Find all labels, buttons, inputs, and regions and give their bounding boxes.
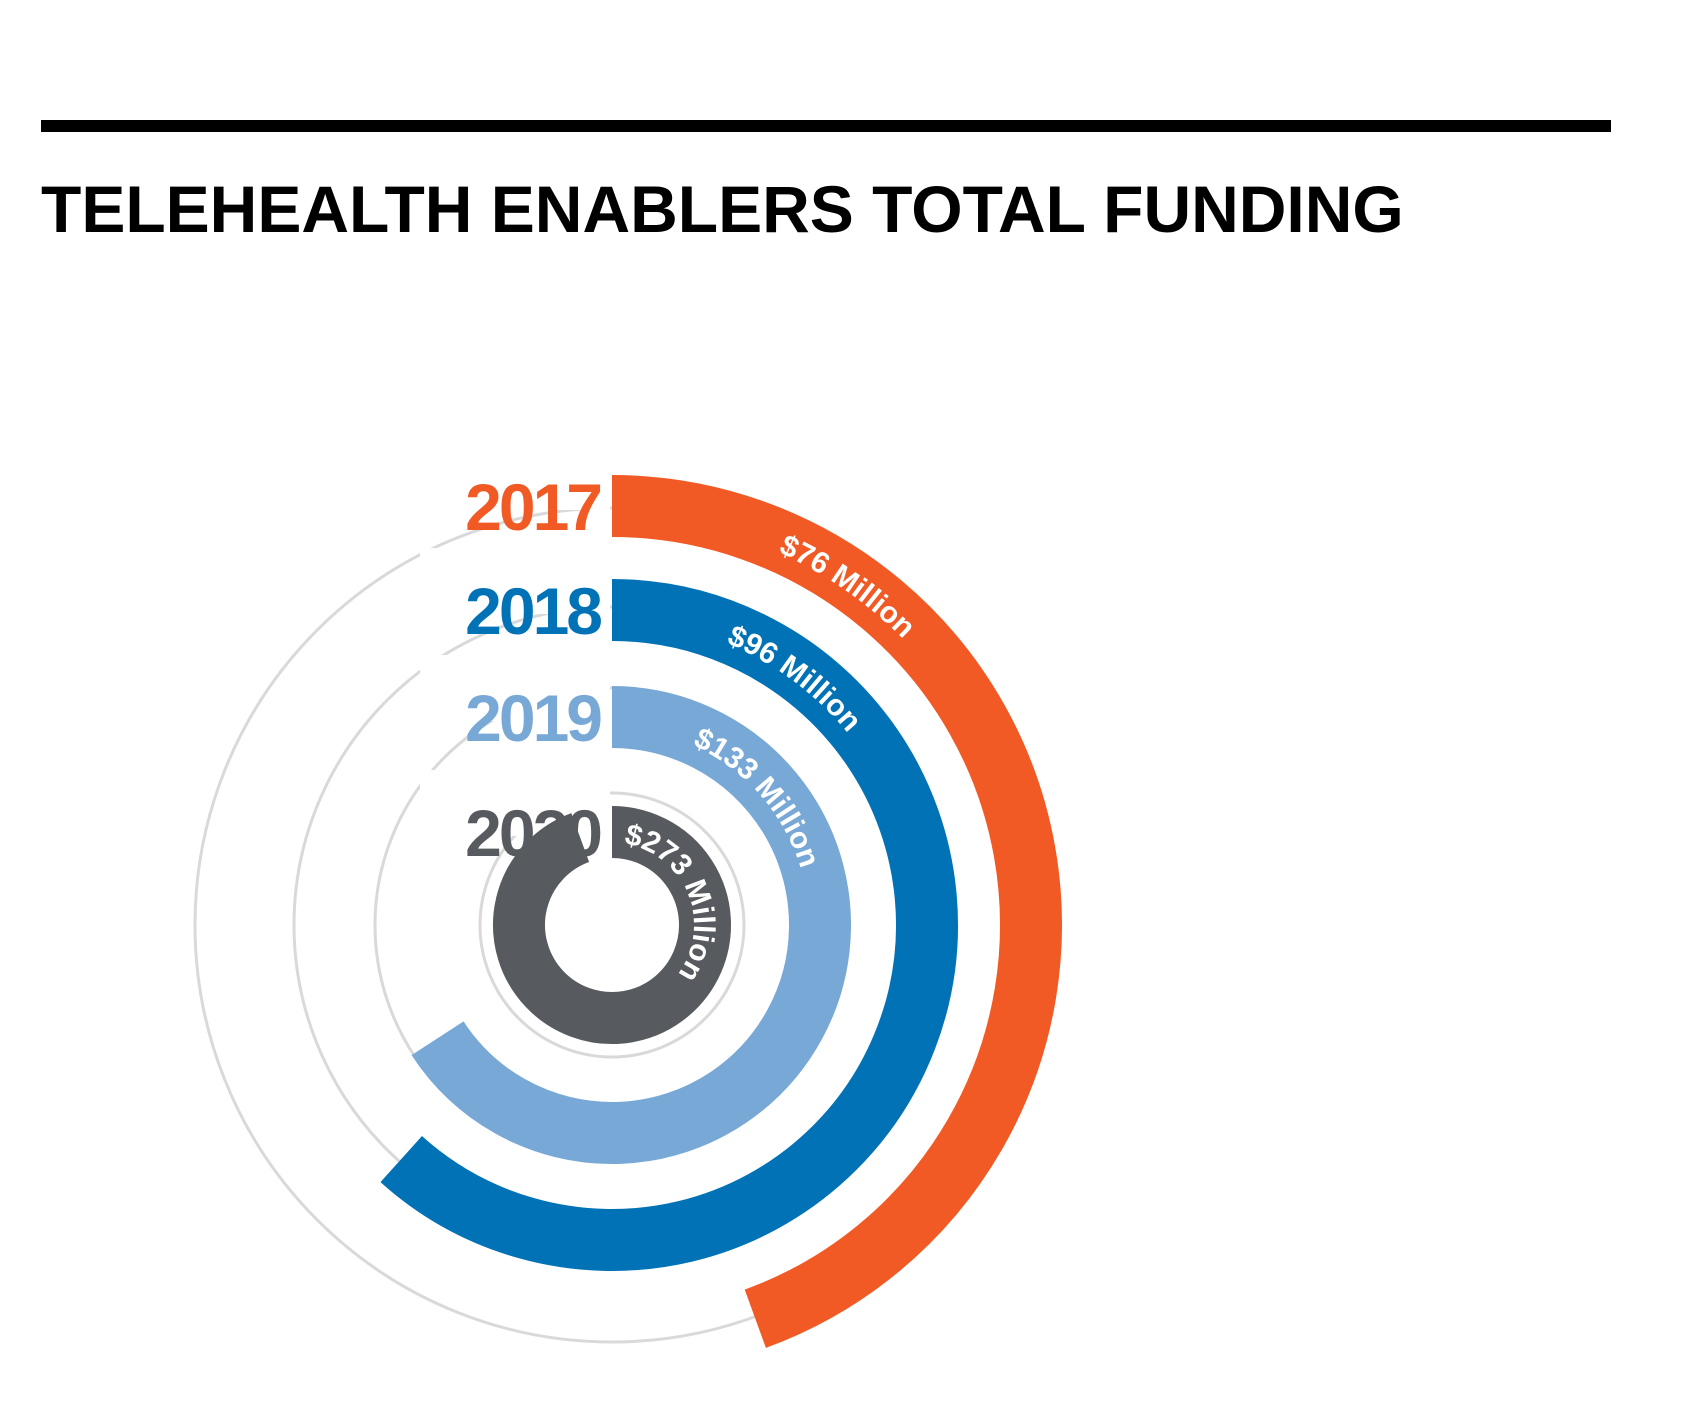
year-label-2020: 2020 bbox=[465, 796, 600, 870]
year-label-2018: 2018 bbox=[465, 574, 601, 648]
bar-2018 bbox=[380, 579, 958, 1271]
year-label-backdrop bbox=[420, 548, 610, 614]
year-label-2019: 2019 bbox=[465, 681, 601, 755]
year-label-backdrop bbox=[420, 444, 610, 510]
funding-bars bbox=[380, 475, 1062, 1348]
bar-2019 bbox=[411, 686, 851, 1164]
year-label-2017: 2017 bbox=[465, 470, 600, 544]
year-labels: 2017 2018 2019 2020 bbox=[465, 470, 604, 870]
year-label-backdrop bbox=[420, 770, 610, 836]
bar-2020 bbox=[493, 806, 731, 1044]
chart-title: TELEHEALTH ENABLERS TOTAL FUNDING bbox=[41, 172, 1404, 246]
bar-2017 bbox=[611, 475, 1062, 1348]
track-ring-4 bbox=[478, 791, 746, 1059]
year-label-backdrop bbox=[420, 655, 610, 721]
top-rule bbox=[41, 120, 1611, 132]
